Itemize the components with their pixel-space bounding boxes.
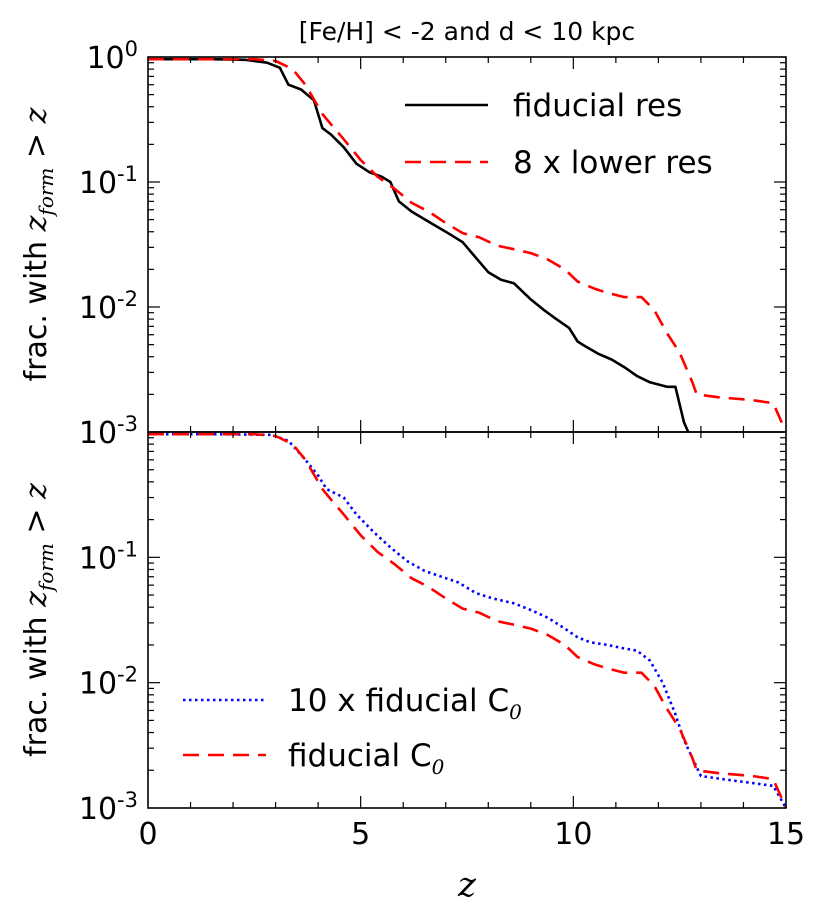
top-ytick-label-exp: -3 [117,412,138,436]
top-ytick-label-exp: -2 [117,287,138,311]
x-axis-label: z [457,865,477,905]
bottom-ytick-label-exp: -2 [117,663,138,687]
bottom-ytick-label-base: 10 [79,792,117,827]
bottom-ytick-label-exp: -3 [117,788,138,812]
top-axes-frame [147,56,787,433]
x-tick-labels: 0 5 10 15 [138,817,805,852]
bottom-y-axis-label: frac. with zform > z [19,483,58,757]
top-plot-area [148,57,788,433]
top-ytick-label: 10-3 [79,412,138,451]
bottom-ytick-label-base: 10 [79,541,117,576]
bottom-plot-area [148,432,788,809]
top-ytick-label-exp: 0 [125,37,138,61]
top-ytick-label-base: 10 [79,291,117,326]
top-ytick-label-base: 10 [79,416,117,451]
top-y-axis-label: frac. with zform > z [19,107,58,381]
bottom-series-line-2 [148,432,788,809]
top-ytick-label: 100 [86,37,138,76]
legend-label-bottom-1: 10 x fiducial C0 [288,683,522,724]
top-legend: fiducial res 8 x lower res [405,88,713,181]
bottom-ytick-label: 10-3 [79,788,138,827]
bottom-series-line-1 [148,432,788,809]
bottom-ytick-label: 10-1 [79,537,138,576]
top-ytick-label: 10-2 [79,287,138,326]
bottom-ytick-label: 10-2 [79,663,138,702]
top-series-line-1 [148,57,690,433]
x-tick-label: 15 [767,817,805,852]
bottom-axes-frame [147,431,787,809]
bottom-ytick-label-base: 10 [79,667,117,702]
top-ytick-label-base: 10 [86,41,124,76]
x-tick-label: 5 [351,817,370,852]
legend-label-top-1: fiducial res [513,88,682,124]
top-series-line-2 [148,57,788,433]
top-ytick-label-exp: -1 [117,162,138,186]
bottom-legend: 10 x fiducial C0 fiducial C0 [183,683,522,779]
x-tick-label: 10 [554,817,592,852]
top-ytick-label: 10-1 [79,162,138,201]
y-axis-labels: frac. with zform > z frac. with zform > z [19,107,58,757]
top-ytick-label-base: 10 [79,166,117,201]
x-tick-label: 0 [138,817,157,852]
legend-label-bottom-2: fiducial C0 [288,738,445,779]
bottom-ticks: 10-110-210-3 [79,432,786,827]
legend-label-top-2: 8 x lower res [513,145,713,181]
chart-title: [Fe/H] < -2 and d < 10 kpc [299,17,635,46]
bottom-ytick-label-exp: -1 [117,537,138,561]
